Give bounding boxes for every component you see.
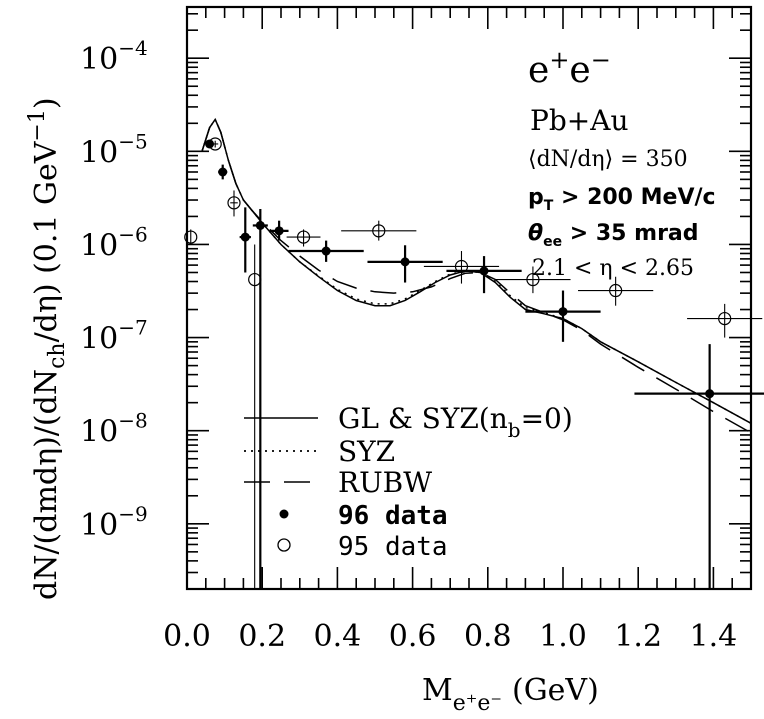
data-points bbox=[184, 137, 764, 589]
legend-filled-marker bbox=[279, 509, 289, 519]
legend-label-gl-syz: GL & SYZ(nb=0) bbox=[338, 402, 573, 442]
data-point-96 bbox=[525, 290, 601, 342]
multiplicity-label: ⟨dN/dη⟩ = 350 bbox=[528, 147, 688, 172]
data-point-96 bbox=[239, 207, 251, 273]
filled-marker bbox=[400, 257, 410, 267]
x-tick-label: 1.0 bbox=[539, 619, 587, 654]
legend-label-syz: SYZ bbox=[338, 435, 395, 468]
y-tick-label: 10−9 bbox=[80, 502, 148, 543]
data-point-95 bbox=[578, 276, 654, 306]
open-marker bbox=[609, 283, 623, 298]
y-axis-label: dN/(dmdη)/(dNch/dη) (0.1 GeV−1) bbox=[25, 97, 70, 600]
pt-cut-label: pT > 200 MeV/c bbox=[528, 185, 716, 214]
open-marker bbox=[227, 196, 241, 210]
y-tick-label: 10−6 bbox=[80, 222, 148, 263]
collision-system-label: Pb+Au bbox=[530, 104, 628, 137]
open-marker bbox=[184, 230, 198, 244]
data-point-95 bbox=[286, 229, 321, 247]
data-point-96 bbox=[288, 240, 364, 262]
data-point-95 bbox=[248, 244, 262, 589]
x-axis-label: Me⁺e⁻ (GeV) bbox=[422, 673, 599, 716]
y-tick-label: 10−8 bbox=[80, 409, 148, 450]
x-tick-label: 1.4 bbox=[690, 619, 738, 654]
open-marker bbox=[526, 272, 540, 287]
filled-marker bbox=[218, 167, 228, 177]
x-tick-label: 1.2 bbox=[614, 619, 662, 654]
open-marker bbox=[718, 311, 732, 326]
data-point-95 bbox=[495, 266, 571, 294]
filled-marker bbox=[255, 220, 265, 230]
theta-cut-label: θee > 35 mrad bbox=[528, 221, 699, 250]
data-point-95 bbox=[227, 190, 241, 217]
filled-marker bbox=[274, 226, 284, 236]
y-tick-label: 10−7 bbox=[80, 316, 148, 357]
curve-dashed bbox=[201, 117, 752, 434]
reaction-label: e+e− bbox=[528, 46, 611, 91]
filled-marker bbox=[705, 389, 715, 399]
open-marker bbox=[372, 224, 386, 238]
eta-range-label: 2.1 < η < 2.65 bbox=[532, 256, 694, 281]
x-tick-label: 0.8 bbox=[464, 619, 512, 654]
data-point-95 bbox=[687, 303, 763, 338]
legend-open-marker bbox=[277, 538, 291, 552]
open-marker bbox=[248, 272, 262, 287]
legend-label-rubw: RUBW bbox=[338, 466, 432, 499]
curve-dotted bbox=[201, 117, 752, 424]
x-tick-label: 0.0 bbox=[163, 619, 211, 654]
data-point-96 bbox=[367, 245, 443, 283]
tick-labels: 0.0 0.2 0.4 0.6 0.8 1.0 1.2 1.4 10−4 10−5 10−6 10−7… bbox=[80, 36, 737, 654]
filled-marker bbox=[558, 307, 568, 317]
data-point-96 bbox=[446, 256, 522, 294]
legend-label-96-data: 96 data bbox=[338, 501, 448, 531]
axis-ticks bbox=[186, 7, 752, 590]
plot-frame bbox=[185, 5, 753, 591]
x-tick-label: 0.6 bbox=[389, 619, 437, 654]
data-point-96 bbox=[269, 220, 289, 241]
open-marker bbox=[454, 259, 469, 274]
x-tick-label: 0.2 bbox=[238, 619, 286, 654]
data-point-95 bbox=[208, 137, 222, 151]
open-marker bbox=[208, 137, 222, 151]
data-point-95 bbox=[341, 220, 417, 241]
filled-marker bbox=[321, 246, 331, 256]
data-point-95 bbox=[423, 251, 500, 284]
data-point-96 bbox=[252, 209, 268, 589]
open-marker bbox=[296, 230, 311, 244]
y-tick-label: 10−5 bbox=[80, 129, 148, 170]
data-point-95 bbox=[184, 229, 198, 245]
y-tick-label: 10−4 bbox=[80, 36, 148, 77]
curve-solid bbox=[201, 117, 752, 424]
data-point-96 bbox=[634, 344, 764, 589]
legend-label-95-data: 95 data bbox=[338, 532, 448, 562]
data-point-96 bbox=[218, 164, 228, 180]
filled-marker bbox=[479, 266, 489, 276]
model-curves bbox=[201, 117, 752, 434]
x-tick-label: 0.4 bbox=[314, 619, 362, 654]
legend: GL & SYZ(nb=0) SYZ RUBW 96 data 95 data bbox=[244, 402, 573, 562]
filled-marker bbox=[240, 232, 250, 242]
